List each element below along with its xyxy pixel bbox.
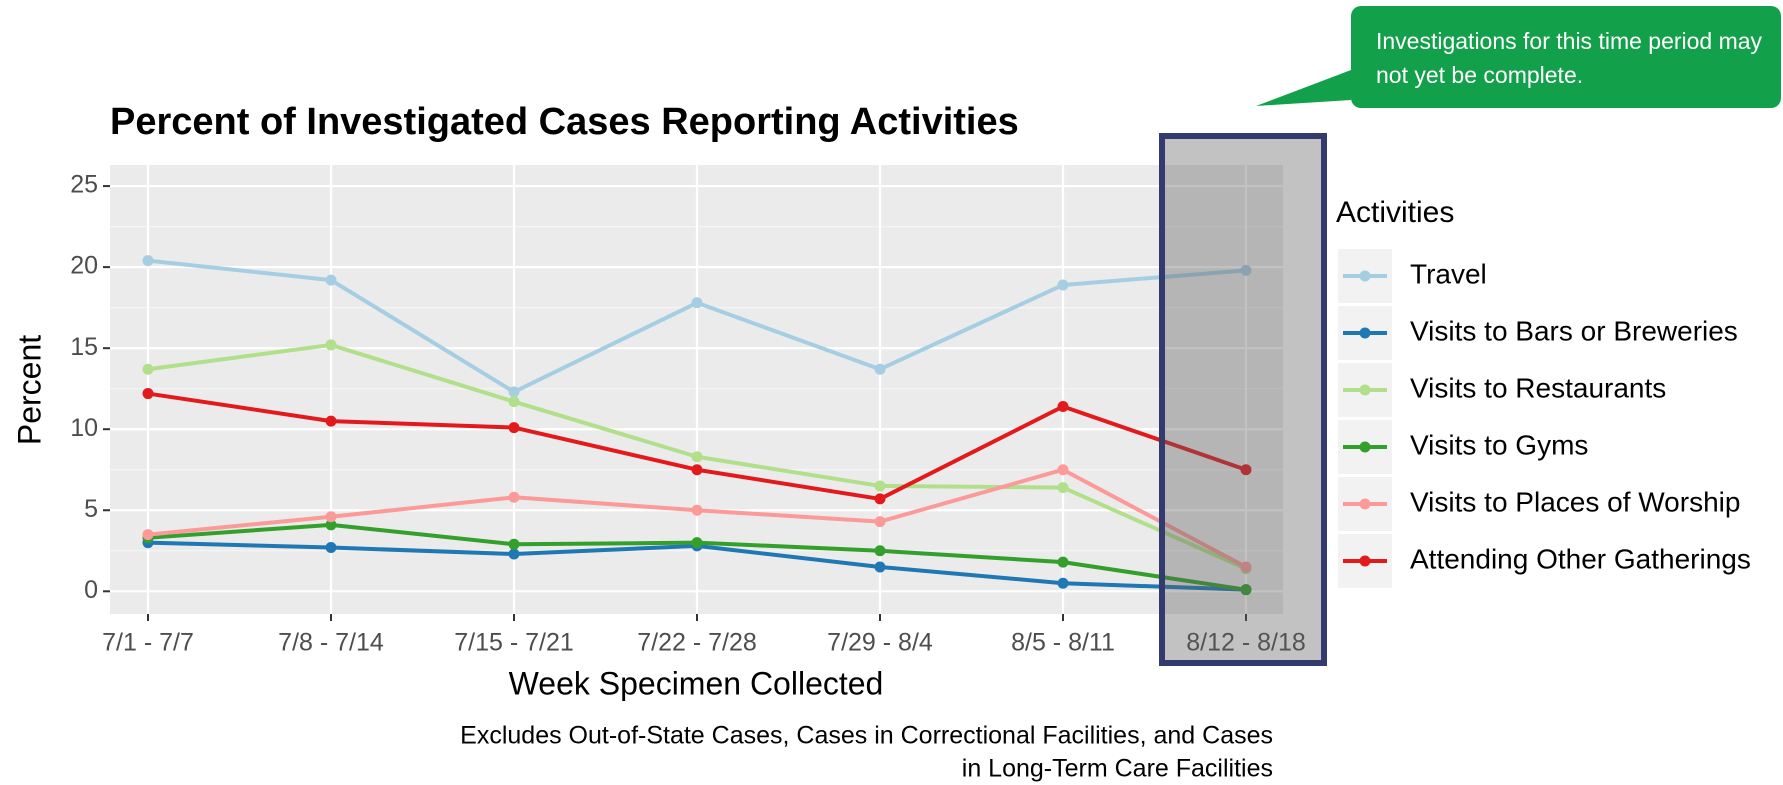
- data-point: [508, 548, 520, 560]
- legend-label: Visits to Restaurants: [1410, 372, 1666, 403]
- data-point: [325, 339, 337, 351]
- legend-swatch-point: [1359, 555, 1371, 567]
- callout-text: Investigations for this time period may …: [1376, 28, 1763, 88]
- data-point: [508, 538, 520, 550]
- x-tick-label: 7/22 - 7/28: [637, 629, 757, 657]
- data-point: [508, 422, 520, 434]
- data-point: [142, 529, 154, 541]
- data-point: [325, 519, 337, 531]
- data-point: [1240, 264, 1252, 276]
- legend-swatch-point: [1359, 327, 1371, 339]
- data-point: [142, 388, 154, 400]
- x-tick-label: 7/29 - 8/4: [827, 629, 933, 657]
- y-tick-label: 15: [70, 333, 98, 361]
- data-point: [1240, 584, 1252, 596]
- data-point: [1240, 561, 1252, 573]
- data-point: [1057, 482, 1069, 494]
- x-tick-label: 7/8 - 7/14: [278, 629, 384, 657]
- x-tick-label: 7/1 - 7/7: [102, 629, 194, 657]
- data-point: [874, 363, 886, 375]
- legend-label: Visits to Gyms: [1410, 429, 1588, 460]
- data-point: [1057, 401, 1069, 413]
- data-point: [508, 396, 520, 408]
- chart-title: Percent of Investigated Cases Reporting …: [110, 101, 1019, 143]
- x-axis-title: Week Specimen Collected: [509, 665, 884, 701]
- data-point: [325, 274, 337, 286]
- legend-label: Visits to Places of Worship: [1410, 486, 1740, 517]
- legend-swatch-point: [1359, 498, 1371, 510]
- data-point: [691, 297, 703, 309]
- y-tick-label: 25: [70, 171, 98, 199]
- data-point: [1240, 464, 1252, 476]
- data-point: [691, 504, 703, 516]
- caption: Excludes Out-of-State Cases, Cases in Co…: [460, 722, 1273, 750]
- legend-swatch-point: [1359, 441, 1371, 453]
- highlight-box: [1159, 133, 1327, 666]
- y-tick-label: 0: [84, 576, 98, 604]
- data-point: [874, 545, 886, 557]
- data-point: [874, 480, 886, 492]
- y-tick-label: 5: [84, 495, 98, 523]
- legend-label: Travel: [1410, 258, 1487, 289]
- legend-label: Visits to Bars or Breweries: [1410, 315, 1738, 346]
- x-tick-label: 7/15 - 7/21: [454, 629, 574, 657]
- legend-label: Attending Other Gatherings: [1410, 543, 1751, 574]
- caption: in Long-Term Care Facilities: [962, 755, 1273, 783]
- data-point: [691, 451, 703, 463]
- data-point: [874, 516, 886, 528]
- data-point: [325, 511, 337, 523]
- data-point: [874, 493, 886, 505]
- y-tick-label: 20: [70, 252, 98, 280]
- callout-box: [1351, 6, 1781, 108]
- x-tick-label: 8/12 - 8/18: [1186, 629, 1306, 657]
- data-point: [691, 464, 703, 476]
- data-point: [325, 415, 337, 427]
- data-point: [1057, 556, 1069, 568]
- callout-pointer: [1256, 70, 1351, 106]
- data-point: [1057, 279, 1069, 291]
- data-point: [1057, 464, 1069, 476]
- data-point: [142, 363, 154, 375]
- legend-swatch-point: [1359, 270, 1371, 282]
- legend-swatch-point: [1359, 384, 1371, 396]
- data-point: [1057, 577, 1069, 589]
- data-point: [508, 386, 520, 398]
- legend-title: Activities: [1336, 196, 1454, 229]
- data-point: [874, 561, 886, 573]
- data-point: [691, 537, 703, 549]
- data-point: [325, 542, 337, 554]
- x-tick-label: 8/5 - 8/11: [1011, 629, 1115, 657]
- y-tick-label: 10: [70, 414, 98, 442]
- y-axis-title: Percent: [11, 335, 47, 445]
- data-point: [508, 491, 520, 503]
- data-point: [142, 255, 154, 267]
